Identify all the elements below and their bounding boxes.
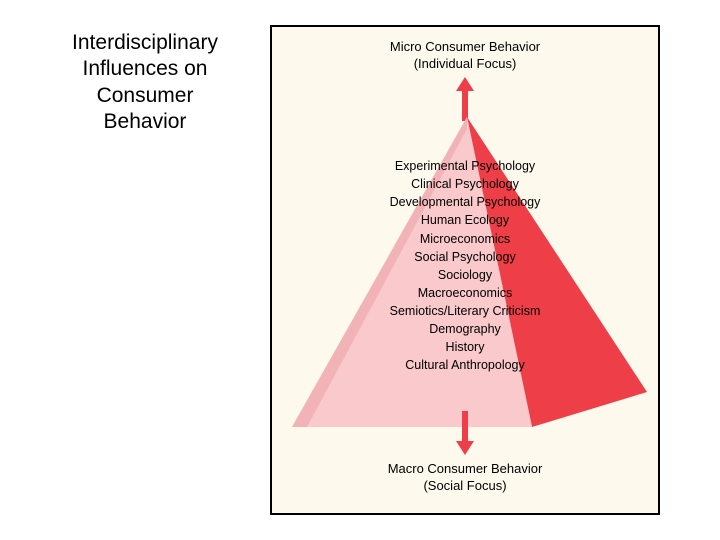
discipline-item: Human Ecology (272, 211, 658, 229)
arrow-down-icon (456, 411, 474, 455)
disciplines-list: Experimental Psychology Clinical Psychol… (272, 157, 658, 375)
diagram-panel: Micro Consumer Behavior (Individual Focu… (270, 25, 660, 515)
bottom-label-line1: Macro Consumer Behavior (388, 461, 543, 476)
arrow-up-icon (456, 77, 474, 121)
discipline-item: Sociology (272, 266, 658, 284)
discipline-item: Developmental Psychology (272, 193, 658, 211)
page-title: Interdisciplinary Influences on Consumer… (60, 30, 230, 135)
discipline-item: Social Psychology (272, 248, 658, 266)
discipline-item: Macroeconomics (272, 284, 658, 302)
top-label-line2: (Individual Focus) (414, 56, 517, 71)
discipline-item: Experimental Psychology (272, 157, 658, 175)
discipline-item: Semiotics/Literary Criticism (272, 302, 658, 320)
discipline-item: Clinical Psychology (272, 175, 658, 193)
discipline-item: Cultural Anthropology (272, 356, 658, 374)
bottom-label-line2: (Social Focus) (423, 478, 506, 493)
top-label: Micro Consumer Behavior (Individual Focu… (272, 39, 658, 73)
discipline-item: Microeconomics (272, 230, 658, 248)
bottom-label: Macro Consumer Behavior (Social Focus) (272, 461, 658, 495)
discipline-item: Demography (272, 320, 658, 338)
discipline-item: History (272, 338, 658, 356)
top-label-line1: Micro Consumer Behavior (390, 39, 540, 54)
